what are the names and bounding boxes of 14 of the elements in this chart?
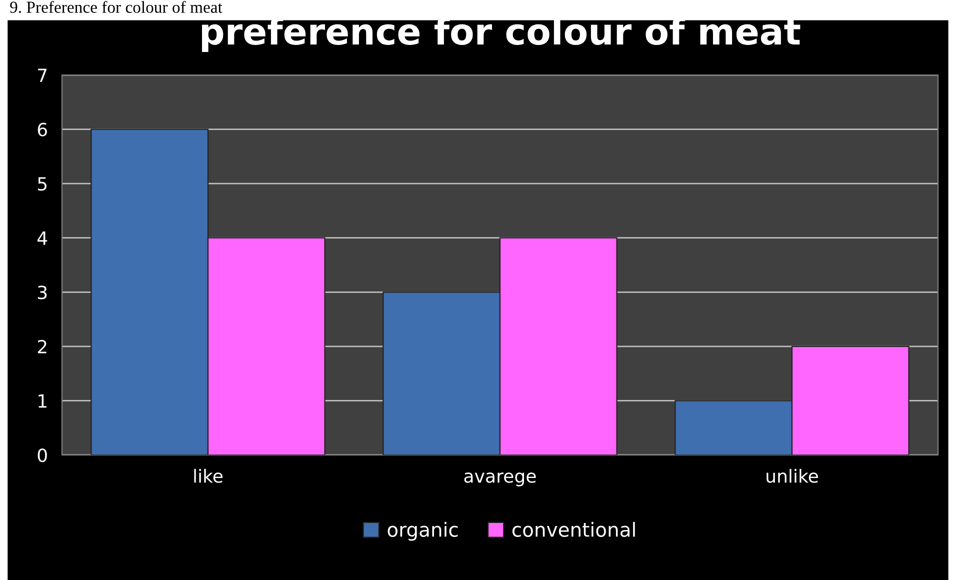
x-tick-label: avarege	[464, 472, 536, 486]
y-tick-label: 5	[38, 177, 47, 191]
legend-label: conventional	[512, 522, 635, 537]
y-tick-label: 2	[38, 340, 46, 354]
y-tick-label: 1	[38, 394, 46, 408]
x-tick-label: unlike	[766, 468, 818, 483]
legend-label: organic	[388, 522, 458, 541]
y-tick-label: 7	[38, 68, 47, 82]
y-tick-label: 0	[38, 448, 47, 462]
text: 9. Preference for colour of meat	[10, 0, 222, 13]
y-tick-label: 3	[38, 286, 47, 300]
y-tick-label: 4	[38, 232, 48, 245]
y-tick-label: 6	[38, 122, 47, 136]
x-tick-label: like	[194, 468, 223, 483]
